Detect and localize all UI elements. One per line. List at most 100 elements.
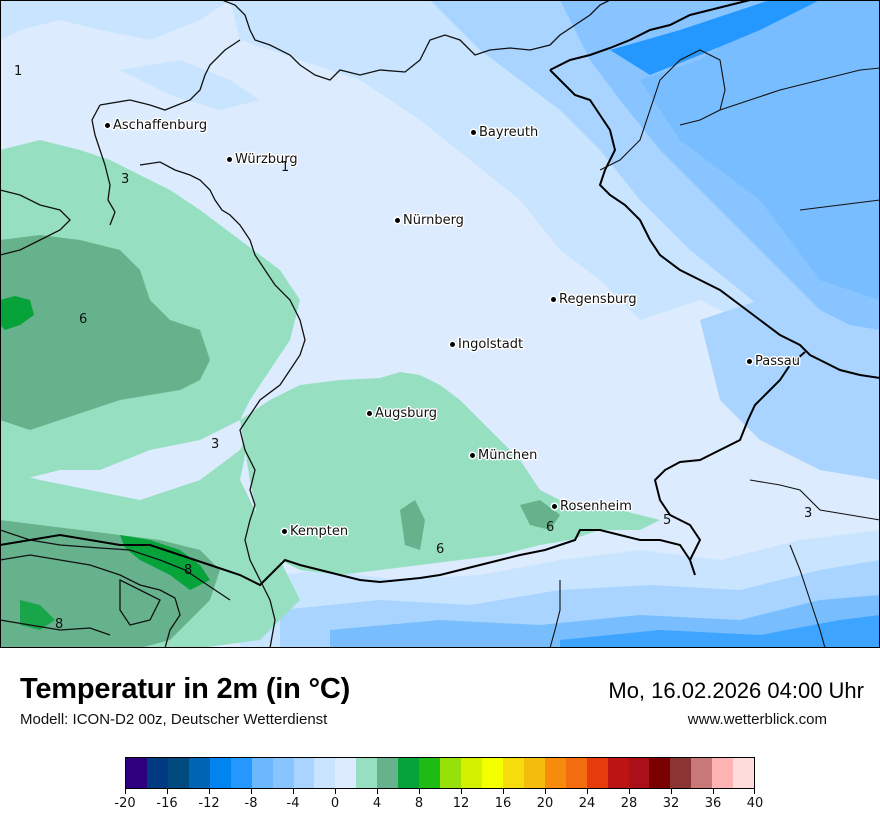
colorbar-tick [461,789,462,794]
colorbar-tick-label: 28 [620,796,638,811]
colorbar-segment [628,758,650,788]
contour-label: 1 [14,64,23,79]
colorbar-tick-label: 12 [452,796,470,811]
colorbar-tick [587,789,588,794]
colorbar-segment [440,758,461,788]
colorbar-tick-label: -4 [286,796,300,811]
city-marker-icon [395,218,400,223]
contour-label: 3 [121,172,130,187]
colorbar-segment [126,758,147,788]
city-label: München [470,449,537,462]
colorbar-segment [419,758,441,788]
colorbar-segment [733,758,755,788]
colorbar-segment [314,758,336,788]
colorbar-tick-label: 0 [330,796,340,811]
colorbar-segment [565,758,587,788]
city-marker-icon [282,529,287,534]
chart-title: Temperatur in 2m (in °C) [20,673,351,705]
contour-label: 3 [804,506,813,521]
colorbar-segment [586,758,608,788]
city-name: München [478,448,538,463]
colorbar-tick [629,789,630,794]
forecast-datetime: Mo, 16.02.2026 04:00 Uhr [608,678,864,703]
colorbar-tick-label: 20 [536,796,554,811]
colorbar-segment [146,758,168,788]
colorbar-tick [713,789,714,794]
contour-label: 8 [184,563,193,578]
colorbar-tick-label: -20 [114,796,136,811]
colorbar-segment [230,758,252,788]
city-label: Regensburg [551,293,637,306]
colorbar-segment [691,758,713,788]
colorbar-tick-label: 8 [414,796,424,811]
city-label: Würzburg [227,153,298,166]
colorbar-tick [293,789,294,794]
city-label: Bayreuth [471,126,538,139]
colorbar-tick-label: -8 [244,796,258,811]
city-label: Passau [747,355,800,368]
city-name: Aschaffenburg [113,118,208,133]
city-name: Augsburg [375,406,438,421]
city-name: Passau [755,354,800,369]
colorbar-segment [356,758,378,788]
contour-label: 5 [663,513,672,528]
colorbar-tick-label: 32 [662,796,680,811]
colorbar-segment [251,758,273,788]
colorbar-segment [335,758,357,788]
colorbar-tick-label: 4 [372,796,382,811]
colorbar-segment [712,758,734,788]
city-name: Nürnberg [403,213,464,228]
colorbar-segment [167,758,189,788]
contour-label: 3 [211,437,220,452]
colorbar-tick [251,789,252,794]
city-marker-icon [227,157,232,162]
colorbar-tick [125,789,126,794]
colorbar-segment [377,758,399,788]
city-marker-icon [450,342,455,347]
colorbar-tick-label: 36 [704,796,722,811]
colorbar-tick-label: -16 [156,796,178,811]
contour-label: 1 [281,160,290,175]
contour-label: 6 [79,312,88,327]
colorbar-tick [335,789,336,794]
colorbar-tick [503,789,504,794]
model-subtitle: Modell: ICON-D2 00z, Deutscher Wetterdie… [20,711,328,728]
colorbar-tick [419,789,420,794]
city-marker-icon [470,453,475,458]
colorbar-ticks: -20 -16 -12 -8 -4 0 4 8 12 16 20 24 28 32 36 40 [114,789,763,819]
colorbar-segment [481,758,503,788]
city-marker-icon [105,123,110,128]
colorbar-segment [293,758,315,788]
colorbar-segment [607,758,629,788]
colorbar-tick-label: 24 [578,796,596,811]
colorbar-segment [461,758,482,788]
colorbar-segment [502,758,524,788]
colorbar-segment [188,758,210,788]
colorbar-tick [377,789,378,794]
temperature-colorbar [125,757,755,789]
colorbar-segment [398,758,420,788]
city-marker-icon [552,504,557,509]
map-canvas [0,0,880,648]
city-name: Ingolstadt [458,337,524,352]
colorbar-tick [545,789,546,794]
city-name: Bayreuth [479,125,539,140]
colorbar-tick [754,789,755,794]
colorbar-segment [544,758,566,788]
city-marker-icon [747,359,752,364]
contour-label: 6 [546,520,555,535]
colorbar-tick [209,789,210,794]
colorbar-segment [209,758,231,788]
colorbar-tick-label: 16 [494,796,512,811]
city-label: Nürnberg [395,214,464,227]
colorbar-tick-label: 40 [746,796,764,811]
city-label: Aschaffenburg [105,119,207,132]
colorbar-tick [671,789,672,794]
city-marker-icon [471,130,476,135]
city-label: Rosenheim [552,500,632,513]
website-link[interactable]: www.wetterblick.com [687,711,827,728]
contour-label: 8 [55,617,64,632]
contour-label: 6 [436,542,445,557]
temperature-map[interactable]: Aschaffenburg Würzburg Bayreuth Nürnberg Reg… [0,0,880,648]
colorbar-tick [167,789,168,794]
